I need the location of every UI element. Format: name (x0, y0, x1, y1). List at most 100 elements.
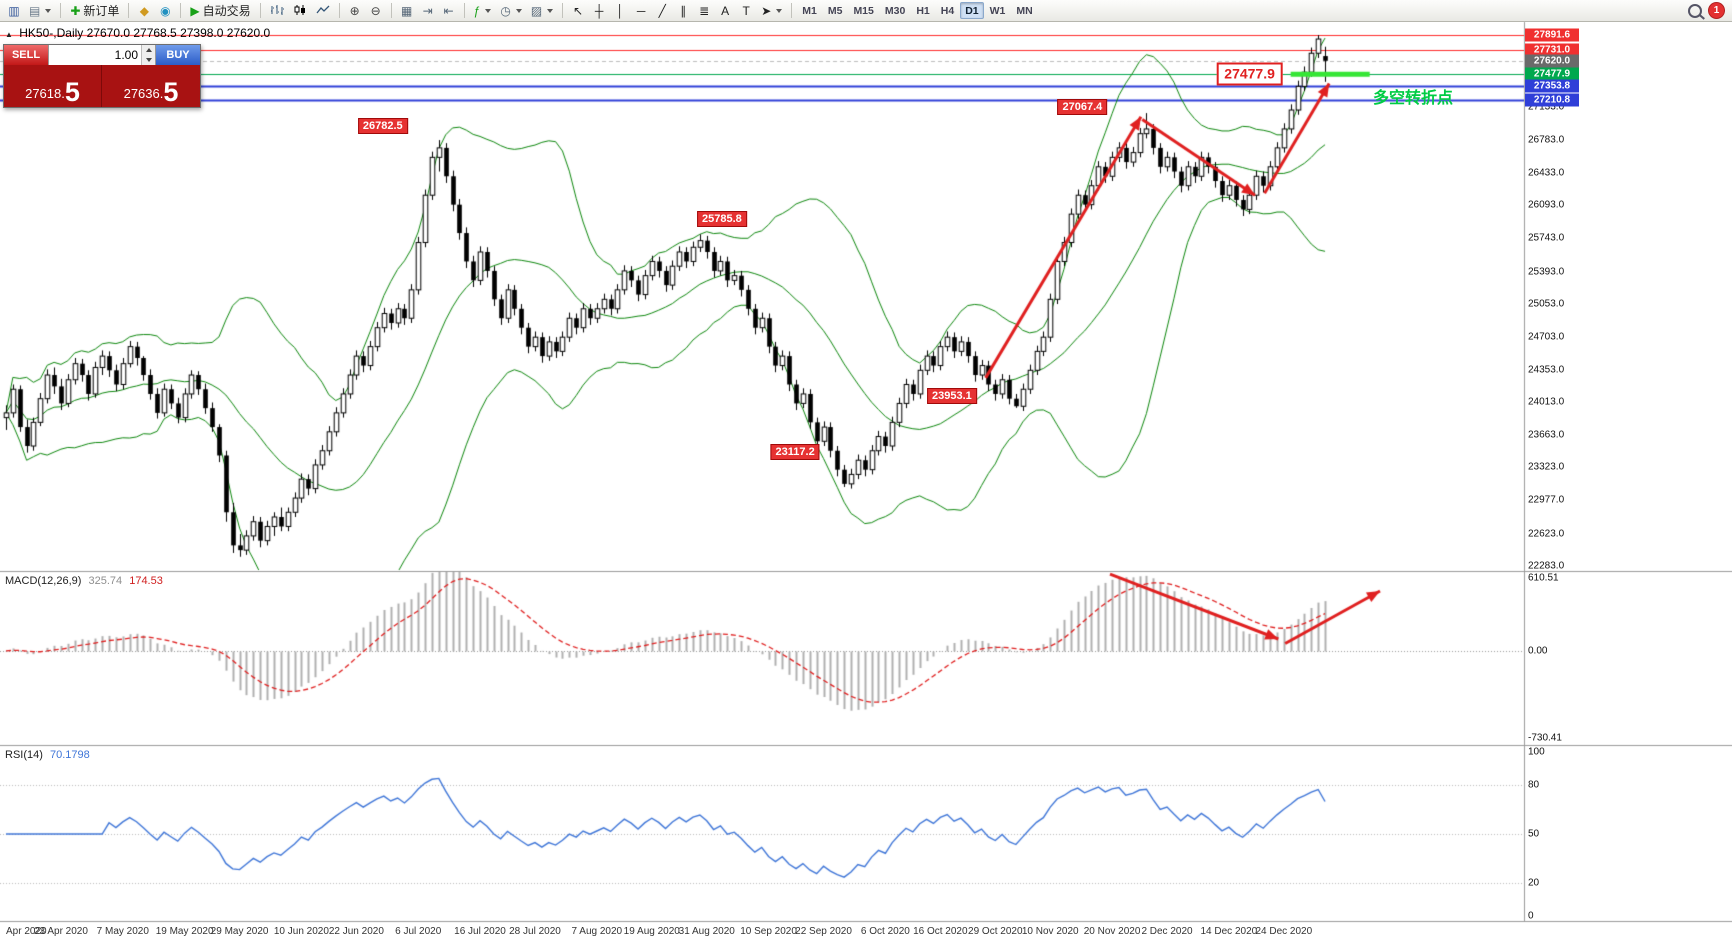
templates-icon: ▨ (530, 3, 543, 18)
volume-field[interactable]: 1.00 (48, 45, 156, 65)
arrows-tool-icon: ➤ (761, 3, 772, 18)
auto-scroll-icon: ⇥ (422, 3, 433, 18)
tile-windows-button[interactable]: ▦ (397, 2, 417, 20)
buy-price-display[interactable]: 27636. 5 (102, 65, 200, 107)
new-chart-icon: ▥ (8, 3, 20, 18)
rsi-value: 70.1798 (49, 749, 90, 761)
channel-icon: ∥ (680, 3, 687, 18)
zoom-out-icon: ⊖ (370, 3, 381, 18)
chart-profiles-button[interactable]: ▤ (25, 2, 55, 20)
chevron-down-icon (45, 8, 52, 13)
text-label-button[interactable]: T (736, 2, 756, 20)
buy-button[interactable]: BUY (156, 45, 200, 65)
chart-title: ▲ HK50-,Daily 27670.0 27768.5 27398.0 27… (5, 26, 270, 40)
cursor-button[interactable]: ↖ (568, 2, 588, 20)
timeframe-m1-button[interactable]: M1 (797, 2, 822, 19)
search-icon[interactable] (1688, 3, 1702, 18)
chart-collapse-icon[interactable]: ▲ (5, 30, 13, 39)
bar-chart-button[interactable] (266, 2, 288, 20)
autotrading-label: 自动交易 (202, 4, 251, 18)
chevron-down-icon (515, 8, 522, 13)
chevron-down-icon (776, 8, 783, 13)
sell-price-big-digit: 5 (64, 77, 80, 107)
timeframe-h1-button[interactable]: H1 (911, 2, 934, 19)
timeframe-m15-button[interactable]: M15 (848, 2, 878, 19)
line-chart-button[interactable] (312, 2, 334, 20)
autotrading-button[interactable]: ▶ 自动交易 (186, 2, 254, 20)
timeframe-h4-button[interactable]: H4 (936, 2, 959, 19)
indicators-button[interactable]: ƒ (470, 2, 496, 20)
zoom-in-icon: ⊕ (349, 3, 360, 18)
timeframe-mn-button[interactable]: MN (1011, 2, 1037, 19)
trendline-button[interactable]: ╱ (652, 2, 672, 20)
text-tool-button[interactable]: A (715, 2, 735, 20)
buy-price-main: 27636. (123, 86, 164, 101)
text-tool-icon: A (721, 3, 730, 18)
timeframe-m30-button[interactable]: M30 (880, 2, 910, 19)
chart-profiles-icon: ▤ (29, 3, 41, 18)
vertical-line-button[interactable]: │ (610, 2, 630, 20)
templates-button[interactable]: ▨ (527, 2, 557, 20)
chevron-down-icon (547, 8, 554, 13)
fibonacci-icon: ≣ (699, 3, 710, 18)
trendline-icon: ╱ (658, 3, 666, 18)
candle-chart-icon (293, 4, 307, 18)
timeframe-w1-button[interactable]: W1 (985, 2, 1011, 19)
periods-button[interactable]: ◷ (496, 2, 525, 20)
volume-value: 1.00 (114, 48, 138, 62)
chart-shift-button[interactable]: ⇤ (439, 2, 459, 20)
candle-chart-button[interactable] (289, 2, 311, 20)
timeframe-d1-button[interactable]: D1 (960, 2, 984, 19)
zoom-in-button[interactable]: ⊕ (345, 2, 365, 20)
volume-decrease-button[interactable] (142, 55, 155, 65)
chart-ohlc-values: 27670.0 27768.5 27398.0 27620.0 (86, 26, 271, 40)
toolbar-right-group: 1 (1688, 3, 1728, 18)
rsi-indicator-label: RSI(14) 70.1798 (5, 749, 90, 761)
line-chart-icon (316, 4, 330, 18)
autotrading-icon: ▶ (190, 3, 200, 18)
sell-price-main: 27618. (25, 86, 65, 101)
notification-badge[interactable]: 1 (1709, 3, 1724, 18)
vertical-line-icon: │ (616, 3, 624, 18)
rsi-name: RSI(14) (5, 749, 43, 761)
macd-indicator-label: MACD(12,26,9) 325.74 174.53 (5, 575, 163, 587)
main-toolbar: ▥ ▤ ✚ 新订单 ◆ ◉ ▶ 自动交易 ⊕ ⊖ ▦ ⇥ ⇤ ƒ ◷ ▨ ↖ ┼ │ ─ ╱ ∥ ≣ A T ➤ M1 M5 M15 M3… (0, 0, 1732, 22)
arrows-tool-button[interactable]: ➤ (757, 2, 786, 20)
macd-signal-value: 174.53 (129, 575, 163, 587)
auto-scroll-button[interactable]: ⇥ (418, 2, 438, 20)
new-order-icon: ✚ (70, 3, 81, 18)
buy-price-big-digit: 5 (163, 77, 179, 107)
crosshair-icon: ┼ (594, 3, 604, 18)
sell-button[interactable]: SELL (4, 45, 48, 65)
volume-spinner (141, 45, 155, 65)
text-label-icon: T (742, 3, 750, 18)
tile-windows-icon: ▦ (401, 3, 413, 18)
indicators-icon: ƒ (473, 3, 481, 18)
new-order-label: 新订单 (83, 4, 120, 18)
timeframe-m5-button[interactable]: M5 (823, 2, 848, 19)
new-order-button[interactable]: ✚ 新订单 (66, 2, 123, 20)
crosshair-button[interactable]: ┼ (589, 2, 609, 20)
horizontal-line-button[interactable]: ─ (631, 2, 651, 20)
expert-advisors-button[interactable]: ◆ (134, 2, 154, 20)
macd-main-value: 325.74 (88, 575, 123, 587)
fibonacci-button[interactable]: ≣ (694, 2, 714, 20)
new-chart-button[interactable]: ▥ (4, 2, 24, 20)
macd-name: MACD(12,26,9) (5, 575, 82, 587)
chevron-down-icon (485, 8, 492, 13)
expert-advisors-icon: ◆ (139, 3, 150, 18)
horizontal-line-icon: ─ (636, 3, 646, 18)
volume-increase-button[interactable] (142, 45, 155, 55)
scripts-button[interactable]: ◉ (155, 2, 175, 20)
zoom-out-button[interactable]: ⊖ (366, 2, 386, 20)
sell-price-display[interactable]: 27618. 5 (4, 65, 102, 107)
chart-symbol-period: HK50-,Daily (19, 26, 84, 40)
bar-chart-icon (270, 4, 284, 18)
periods-icon: ◷ (500, 3, 511, 18)
one-click-trading-panel: SELL 1.00 BUY 27618. 5 27636. 5 (3, 44, 201, 108)
channel-button[interactable]: ∥ (673, 2, 693, 20)
chart-shift-icon: ⇤ (443, 3, 454, 18)
scripts-icon: ◉ (160, 3, 171, 18)
cursor-icon: ↖ (573, 3, 584, 18)
